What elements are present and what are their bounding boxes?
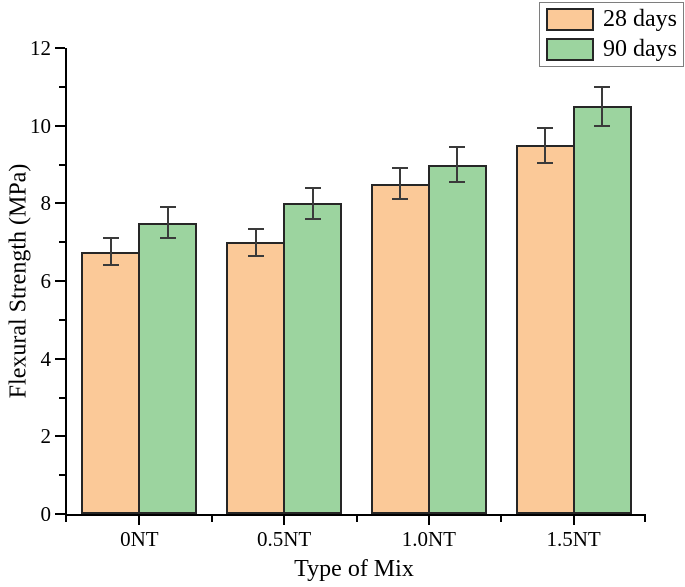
x-axis-boundary-tick bbox=[500, 516, 503, 522]
error-bar-cap-bottom bbox=[392, 198, 409, 201]
legend-swatch-28-days bbox=[546, 8, 594, 31]
error-bar-0-5nt-28-days bbox=[254, 228, 257, 256]
y-tick-label-8: 8 bbox=[40, 191, 52, 216]
error-bar-cap-bottom bbox=[537, 161, 554, 164]
y-axis-major-tick bbox=[55, 202, 65, 205]
error-bar-cap-top bbox=[247, 227, 264, 230]
error-bar-1-5nt-90-days bbox=[601, 86, 604, 126]
x-axis-boundary-tick bbox=[65, 516, 67, 522]
plot-area: 0 2 4 6 8 10 12 0NT 0.5NT 1.0NT 1.5NT bbox=[30, 37, 646, 550]
x-axis-major-tick bbox=[138, 516, 141, 525]
x-category-label-0nt: 0NT bbox=[120, 527, 159, 551]
y-axis-major-tick bbox=[55, 124, 65, 127]
error-bar-cap-bottom bbox=[102, 264, 119, 267]
error-bar-cap-top bbox=[102, 237, 119, 240]
x-axis-boundary-tick bbox=[644, 516, 646, 522]
error-bar-cap-bottom bbox=[247, 254, 264, 257]
bar-1-5nt-28-days bbox=[515, 145, 575, 514]
x-category-label-0-5nt: 0.5NT bbox=[257, 527, 312, 551]
x-axis-major-tick bbox=[283, 516, 286, 525]
error-bar-1-5nt-28-days bbox=[544, 127, 547, 163]
y-tick-label-0: 0 bbox=[40, 502, 52, 526]
error-bar-cap-top bbox=[304, 186, 321, 189]
y-axis-minor-tick bbox=[59, 85, 65, 88]
bar-0-5nt-28-days bbox=[226, 242, 286, 514]
y-axis-major-tick bbox=[55, 47, 65, 49]
x-axis-boundary-tick bbox=[210, 516, 213, 522]
error-bar-1-0nt-28-days bbox=[399, 168, 402, 200]
y-axis-major-tick bbox=[55, 513, 65, 515]
x-category-label-1-5nt: 1.5NT bbox=[546, 527, 601, 551]
y-axis-minor-tick bbox=[59, 474, 65, 477]
bar-0nt-28-days bbox=[81, 251, 141, 514]
bar-1-0nt-90-days bbox=[427, 164, 487, 514]
error-bar-cap-top bbox=[537, 126, 554, 129]
error-bar-cap-top bbox=[159, 206, 176, 209]
legend-item-90-days: 90 days bbox=[546, 37, 677, 62]
legend-label-28-days: 28 days bbox=[603, 6, 677, 32]
legend: 28 days 90 days bbox=[539, 2, 684, 67]
error-bar-cap-bottom bbox=[159, 237, 176, 240]
y-axis-minor-tick bbox=[59, 163, 65, 166]
legend-label-90-days: 90 days bbox=[603, 36, 677, 62]
legend-item-28-days: 28 days bbox=[546, 7, 677, 32]
bar-1-5nt-90-days bbox=[572, 106, 632, 514]
error-bar-0nt-90-days bbox=[166, 207, 169, 239]
x-axis-major-tick bbox=[427, 516, 430, 525]
y-tick-label-12: 12 bbox=[30, 36, 51, 60]
bar-0-5nt-90-days bbox=[283, 203, 343, 514]
bar-0nt-90-days bbox=[138, 222, 198, 514]
y-axis-major-tick bbox=[55, 280, 65, 282]
y-tick-label-4: 4 bbox=[40, 346, 52, 371]
error-bar-cap-top bbox=[449, 146, 466, 149]
error-bar-cap-bottom bbox=[594, 124, 611, 127]
y-axis-minor-tick bbox=[59, 241, 65, 244]
error-bar-cap-top bbox=[594, 85, 611, 88]
error-bar-1-0nt-90-days bbox=[456, 147, 459, 182]
x-axis-major-tick bbox=[572, 516, 575, 525]
y-axis-major-tick bbox=[55, 357, 65, 360]
x-category-label-1-0nt: 1.0NT bbox=[401, 527, 456, 551]
y-axis-minor-tick bbox=[59, 318, 65, 321]
error-bar-cap-bottom bbox=[449, 180, 466, 183]
y-axis-minor-tick bbox=[59, 396, 65, 399]
error-bar-cap-top bbox=[392, 167, 409, 170]
legend-swatch-90-days bbox=[546, 38, 594, 61]
bar-1-0nt-28-days bbox=[370, 183, 430, 514]
x-axis-title: Type of Mix bbox=[294, 556, 414, 582]
error-bar-0nt-28-days bbox=[109, 238, 112, 266]
y-tick-label-10: 10 bbox=[30, 113, 51, 138]
error-bar-0-5nt-90-days bbox=[311, 187, 314, 219]
y-tick-label-2: 2 bbox=[40, 424, 52, 449]
error-bar-cap-bottom bbox=[304, 217, 321, 220]
x-axis-boundary-tick bbox=[355, 516, 358, 522]
y-axis-major-tick bbox=[55, 435, 65, 438]
y-tick-label-6: 6 bbox=[40, 269, 52, 293]
